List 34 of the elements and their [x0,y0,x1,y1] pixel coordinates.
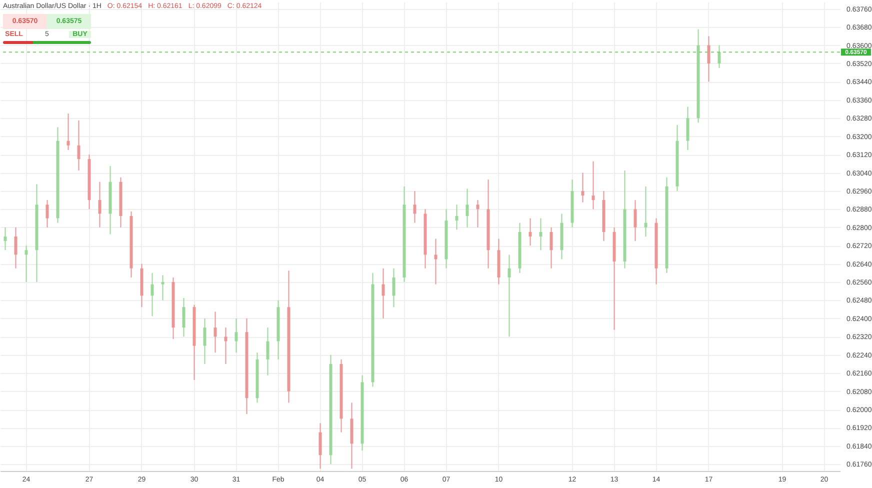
candlestick [4,226,7,251]
candlestick [434,238,438,285]
candlestick [718,44,721,69]
candlestick [476,200,480,228]
candlestick [581,172,584,203]
candlestick [707,36,710,82]
candlestick [550,226,553,269]
candlestick [150,272,154,317]
candlestick [214,311,217,354]
candlestick [413,190,416,224]
candlestick [24,245,28,283]
candlestick [455,204,458,230]
candlestick [161,274,164,301]
candlestick [14,226,18,269]
candlestick [466,188,469,228]
candlestick [66,113,70,150]
candlestick [98,181,102,228]
candlestick [203,318,206,364]
candlestick [592,160,595,210]
candlestick [644,186,648,237]
candlestick [77,120,80,171]
candlestick [46,200,49,228]
candlestick [686,106,690,150]
candlestick [528,218,532,246]
candlestick [224,327,228,364]
candlestick [392,268,396,308]
candlestick [234,318,238,354]
candlestick [539,218,542,251]
candlestick [382,268,385,319]
candlestick [318,422,322,470]
candlestick [508,254,511,338]
candlestick [634,200,637,242]
candlestick [182,297,186,338]
candlestick [266,327,270,376]
